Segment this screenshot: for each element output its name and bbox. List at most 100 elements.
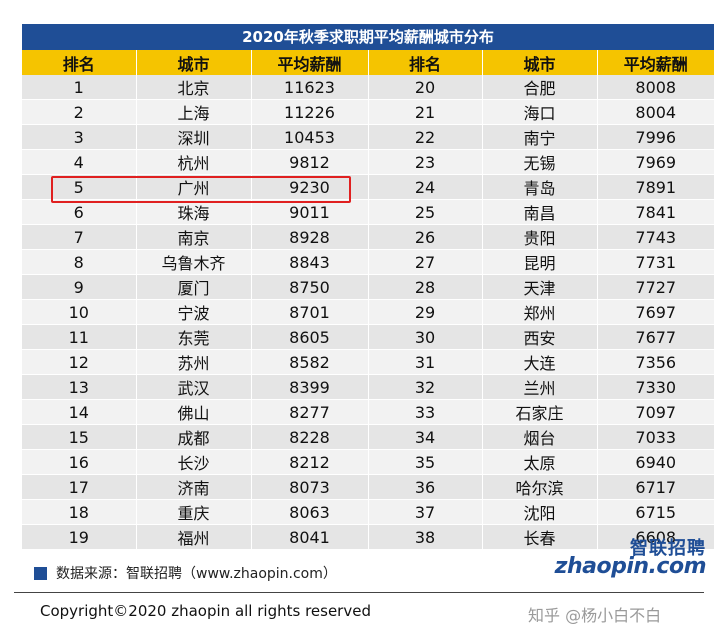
table-cell: 38 (368, 524, 483, 550)
table-cell: 苏州 (136, 349, 252, 375)
table-cell: 郑州 (482, 299, 598, 325)
table-cell: 7969 (597, 149, 714, 175)
table-cell: 6715 (597, 499, 714, 525)
table-row: 4 杭州 9812 23 无锡 7969 (22, 149, 714, 175)
table-row: 3 深圳 10453 22 南宁 7996 (22, 124, 714, 150)
table-cell: 8582 (251, 349, 369, 375)
table-cell: 8399 (251, 374, 369, 400)
table-cell: 厦门 (136, 274, 252, 300)
table-cell: 7731 (597, 249, 714, 275)
table-cell: 9 (22, 274, 137, 300)
table-cell: 佛山 (136, 399, 252, 425)
table-cell: 9011 (251, 199, 369, 225)
table-cell: 14 (22, 399, 137, 425)
table-cell: 5 (22, 174, 137, 200)
table-cell: 青岛 (482, 174, 598, 200)
source-marker-icon (34, 566, 47, 580)
table-row: 2 上海 11226 21 海口 8004 (22, 99, 714, 125)
table-cell: 东莞 (136, 324, 252, 350)
table-cell: 长春 (482, 524, 598, 550)
table-cell: 7033 (597, 424, 714, 450)
salary-table: 排名 城市 平均薪酬 排名 城市 平均薪酬 1 北京 11623 20 合肥 8008 2 上海 1122… (22, 50, 714, 550)
table-cell: 8605 (251, 324, 369, 350)
table-header-row: 排名 城市 平均薪酬 排名 城市 平均薪酬 (22, 50, 714, 75)
table-cell: 杭州 (136, 149, 252, 175)
table-row: 12 苏州 8582 31 大连 7356 (22, 349, 714, 375)
table-row: 11 东莞 8605 30 西安 7677 (22, 324, 714, 350)
table-cell: 7996 (597, 124, 714, 150)
logo-en-text: zhaopin.com (554, 554, 707, 579)
source-note: 数据来源：智联招聘（www.zhaopin.com） (34, 563, 337, 583)
table-cell: 6 (22, 199, 137, 225)
highlight-box (51, 176, 351, 203)
table-row: 14 佛山 8277 33 石家庄 7097 (22, 399, 714, 425)
table-row: 13 武汉 8399 32 兰州 7330 (22, 374, 714, 400)
table-row: 7 南京 8928 26 贵阳 7743 (22, 224, 714, 250)
table-row: 17 济南 8073 36 哈尔滨 6717 (22, 474, 714, 500)
table-cell: 上海 (136, 99, 252, 125)
table-row: 5 广州 9230 24 青岛 7891 (22, 174, 714, 200)
table-cell: 6608 (597, 524, 714, 550)
table-cell: 7841 (597, 199, 714, 225)
table-cell: 13 (22, 374, 137, 400)
table-cell: 36 (368, 474, 483, 500)
column-header: 城市 (482, 50, 598, 75)
table-cell: 乌鲁木齐 (136, 249, 252, 275)
table-cell: 福州 (136, 524, 252, 550)
table-cell: 天津 (482, 274, 598, 300)
table-cell: 无锡 (482, 149, 598, 175)
table-cell: 7891 (597, 174, 714, 200)
table-cell: 15 (22, 424, 137, 450)
table-cell: 8073 (251, 474, 369, 500)
table-row: 19 福州 8041 38 长春 6608 (22, 524, 714, 550)
table-row: 16 长沙 8212 35 太原 6940 (22, 449, 714, 475)
table-cell: 26 (368, 224, 483, 250)
table-cell: 1 (22, 75, 137, 100)
column-header: 排名 (22, 50, 137, 75)
table-cell: 8228 (251, 424, 369, 450)
table-cell: 宁波 (136, 299, 252, 325)
table-cell: 南京 (136, 224, 252, 250)
table-row: 18 重庆 8063 37 沈阳 6715 (22, 499, 714, 525)
table-row: 9 厦门 8750 28 天津 7727 (22, 274, 714, 300)
table-cell: 烟台 (482, 424, 598, 450)
table-cell: 重庆 (136, 499, 252, 525)
table-cell: 沈阳 (482, 499, 598, 525)
table-cell: 7697 (597, 299, 714, 325)
table-cell: 8212 (251, 449, 369, 475)
table-cell: 7097 (597, 399, 714, 425)
table-cell: 27 (368, 249, 483, 275)
table-row: 15 成都 8228 34 烟台 7033 (22, 424, 714, 450)
table-cell: 8063 (251, 499, 369, 525)
table-cell: 28 (368, 274, 483, 300)
table-cell: 8277 (251, 399, 369, 425)
table-cell: 12 (22, 349, 137, 375)
table-cell: 29 (368, 299, 483, 325)
logo-cn-text: 智联招聘 (630, 538, 706, 559)
table-cell: 西安 (482, 324, 598, 350)
copyright-text: Copyright©2020 zhaopin all rights reserv… (40, 602, 371, 620)
table-title: 2020年秋季求职期平均薪酬城市分布 (22, 24, 714, 50)
table-cell: 16 (22, 449, 137, 475)
table-cell: 成都 (136, 424, 252, 450)
source-text: 数据来源：智联招聘（www.zhaopin.com） (56, 566, 337, 582)
table-row: 1 北京 11623 20 合肥 8008 (22, 75, 714, 100)
table-cell: 太原 (482, 449, 598, 475)
table-cell: 7677 (597, 324, 714, 350)
table-cell: 武汉 (136, 374, 252, 400)
table-cell: 35 (368, 449, 483, 475)
table-cell: 石家庄 (482, 399, 598, 425)
table-cell: 南宁 (482, 124, 598, 150)
table-row: 6 珠海 9011 25 南昌 7841 (22, 199, 714, 225)
table-cell: 11623 (251, 75, 369, 100)
table-cell: 8004 (597, 99, 714, 125)
table-cell: 7356 (597, 349, 714, 375)
table-cell: 30 (368, 324, 483, 350)
column-header: 平均薪酬 (597, 50, 714, 75)
table-body: 1 北京 11623 20 合肥 8008 2 上海 11226 21 海口 8004 3 深圳 10453… (22, 75, 714, 550)
table-cell: 33 (368, 399, 483, 425)
watermark-text: 知乎 @杨小白不白 (528, 606, 662, 625)
table-cell: 大连 (482, 349, 598, 375)
table-cell: 8750 (251, 274, 369, 300)
table-cell: 10 (22, 299, 137, 325)
